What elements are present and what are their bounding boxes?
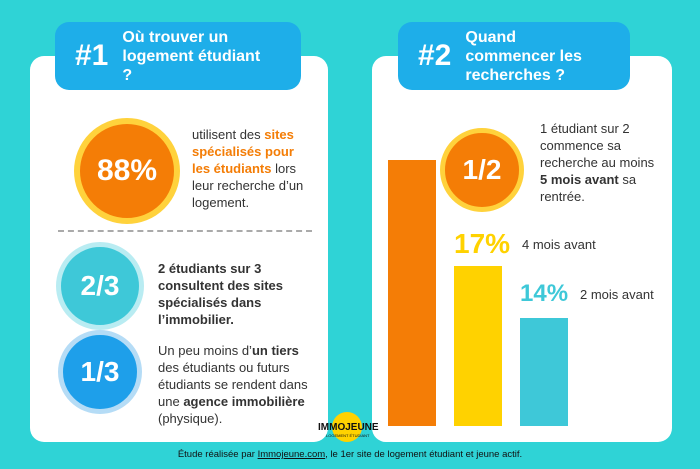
text: 1 étudiant sur 2 commence sa recherche a… — [540, 121, 655, 170]
stat-circle: 88% — [74, 118, 180, 224]
footer: Étude réalisée par Immojeune.com, le 1er… — [0, 449, 700, 460]
highlight: un tiers — [251, 343, 299, 358]
highlight: 5 mois avant — [540, 172, 619, 187]
stat-circle: 1/3 — [58, 330, 142, 414]
text: , le 1er site de logement étudiant et je… — [325, 449, 523, 460]
text: (physique). — [158, 411, 223, 426]
bar — [454, 266, 502, 426]
text: des étudiants ou futurs étudiants se ren… — [158, 360, 308, 409]
text: sa rentrée. — [540, 172, 637, 204]
stat-circle: 2/3 — [56, 242, 144, 330]
stat-figure: 14% — [520, 280, 569, 307]
stat-text: 4 mois avant — [522, 237, 596, 252]
text: Un peu moins d’ — [158, 343, 252, 358]
divider — [58, 230, 312, 232]
bar — [520, 318, 568, 426]
logo-circle — [332, 412, 362, 442]
text: 2 étudiants sur 3 consultent des — [158, 261, 262, 293]
text: utilisent des — [192, 127, 265, 142]
stat-text: Un peu moins d’un tiers des étudiants ou… — [158, 342, 316, 427]
stat-text: utilisent des sites spécialisés pour les… — [192, 126, 310, 211]
stat-text: 2 mois avant — [580, 287, 654, 302]
text: . — [230, 312, 234, 327]
panel-number: #1 — [75, 39, 109, 72]
logo-name: IMMOJEUNE — [318, 422, 379, 433]
stat-circle: 1/2 — [440, 128, 524, 212]
tab-right: #2 Quand commencer les recherches ? — [398, 22, 630, 90]
highlight: agence immobilière — [183, 394, 305, 409]
highlight: sites spécialisés pour les étudiants — [192, 127, 294, 176]
stat-text: 1 étudiant sur 2 commence sa recherche a… — [540, 120, 660, 205]
text: Étude réalisée par — [177, 449, 258, 460]
bar — [388, 160, 436, 426]
text: lors leur recherche d’un logement. — [192, 161, 304, 210]
panel-title: Où trouver un logement étudiant ? — [122, 28, 261, 84]
tab-left: #1 Où trouver un logement étudiant ? — [55, 22, 301, 90]
stat-text: 2 étudiants sur 3 consultent des sites s… — [158, 260, 316, 328]
stat-figure: 17% — [454, 228, 511, 259]
logo-tagline: LOGEMENT ÉTUDIANT — [326, 433, 370, 438]
panel-title: Quand commencer les recherches ? — [465, 28, 582, 84]
link[interactable]: Immojeune.com — [257, 449, 326, 460]
highlight: sites spécialisés dans l’immobilier — [158, 278, 283, 327]
panel-number: #2 — [418, 39, 452, 72]
